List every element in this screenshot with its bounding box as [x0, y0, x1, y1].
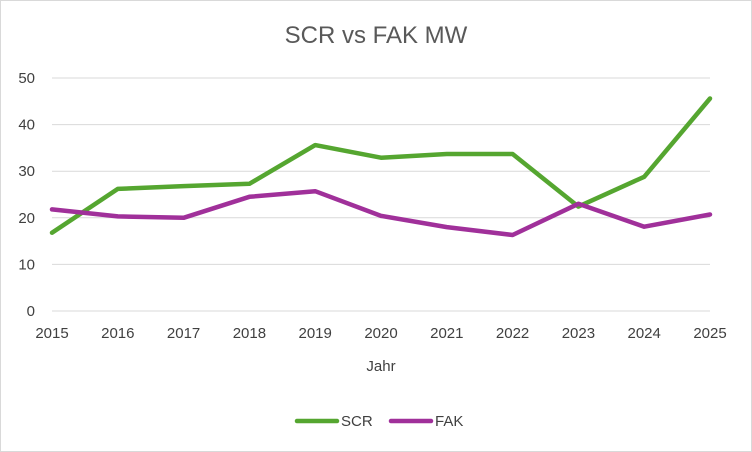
legend-item-scr: SCR [294, 413, 373, 430]
x-tick-label: 2016 [101, 325, 134, 342]
series-line-fak [49, 188, 713, 238]
x-tick-label: 2021 [430, 325, 463, 342]
series-line-scr [49, 96, 713, 235]
series-scr [49, 96, 713, 235]
y-tick-label: 0 [27, 303, 35, 320]
legend: SCR FAK [294, 413, 463, 430]
legend-label: FAK [435, 413, 463, 430]
x-axis-ticks: 2015 2016 2017 2018 2019 2020 2021 2022 2023 2024… [35, 325, 726, 342]
y-tick-label: 40 [18, 117, 35, 134]
x-tick-label: 2024 [628, 325, 661, 342]
legend-item-fak: FAK [388, 413, 463, 430]
x-tick-label: 2019 [299, 325, 332, 342]
y-tick-label: 50 [18, 70, 35, 87]
x-axis-title: Jahr [366, 358, 395, 375]
legend-label: SCR [341, 413, 373, 430]
y-tick-label: 20 [18, 210, 35, 227]
x-tick-label: 2025 [693, 325, 726, 342]
chart-title: SCR vs FAK MW [285, 22, 468, 49]
x-tick-label: 2023 [562, 325, 595, 342]
series-fak [49, 188, 713, 238]
x-tick-label: 2015 [35, 325, 68, 342]
x-tick-label: 2018 [233, 325, 266, 342]
gridlines [52, 77, 710, 312]
x-tick-label: 2020 [364, 325, 397, 342]
series-lines [49, 96, 713, 238]
x-tick-label: 2022 [496, 325, 529, 342]
y-tick-label: 30 [18, 163, 35, 180]
y-tick-label: 10 [18, 256, 35, 273]
x-tick-label: 2017 [167, 325, 200, 342]
y-axis-ticks: 0 10 20 30 40 50 [18, 70, 35, 320]
